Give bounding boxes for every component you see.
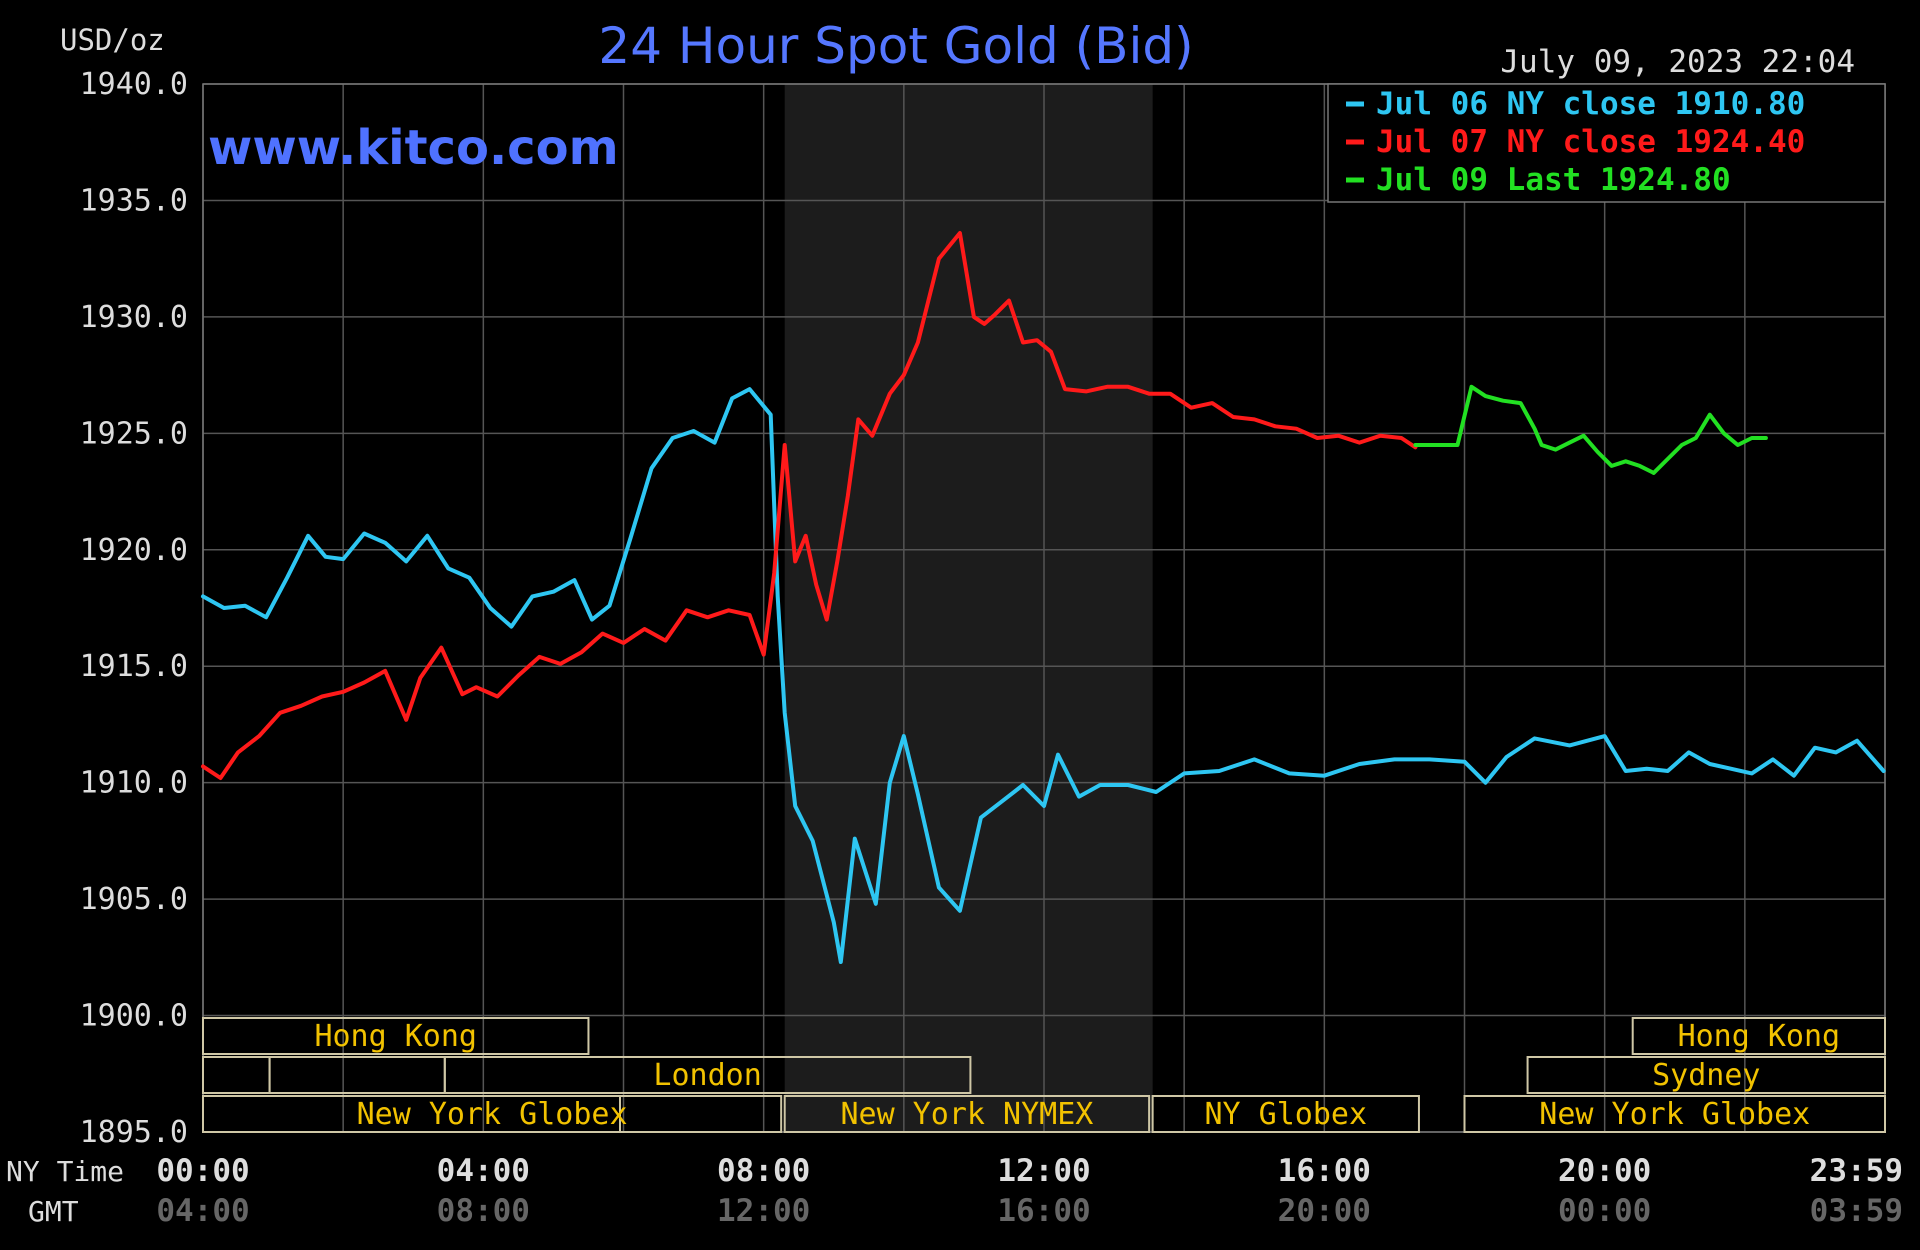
chart-timestamp: July 09, 2023 22:04 <box>1500 44 1855 80</box>
session-box <box>202 1017 590 1055</box>
series-lines <box>201 231 1886 964</box>
session-label: Hong Kong <box>314 1019 477 1054</box>
legend-entry: Jul 09 Last 1924.80 <box>1376 162 1731 198</box>
x-tick-label-ny: 20:00 <box>1558 1153 1651 1189</box>
session-label: Sydney <box>1652 1058 1760 1093</box>
x-tick-label-gmt: 00:00 <box>1558 1193 1651 1229</box>
y-tick-label: 1910.0 <box>80 766 188 801</box>
session-box <box>1631 1017 1886 1055</box>
legend-description: Last <box>1507 162 1582 198</box>
session-box <box>783 1095 1151 1133</box>
chart-title: 24 Hour Spot Gold (Bid) <box>598 17 1193 75</box>
session-box <box>1463 1095 1886 1133</box>
y-tick-label: 1940.0 <box>80 67 188 102</box>
y-axis-unit-label: USD/oz <box>60 23 165 57</box>
session-label: Hong Kong <box>1678 1019 1841 1054</box>
y-axis-ticks: 1940.0 1935.0 1930.0 1925.0 1920.0 1915.0 1910… <box>80 67 188 1150</box>
y-tick-label: 1930.0 <box>80 300 188 335</box>
series-line-jul-07 <box>201 231 1418 780</box>
series-line-jul-06 <box>201 387 1886 964</box>
y-tick-label: 1935.0 <box>80 183 188 218</box>
session-label: New York Globex <box>1539 1097 1810 1132</box>
x-axis-gmt-row-label: GMT <box>28 1195 79 1228</box>
x-tick-label-ny: 08:00 <box>717 1153 810 1189</box>
legend-entry: Jul 06 NY close 1910.80 <box>1376 86 1805 122</box>
y-tick-label: 1895.0 <box>80 1115 188 1150</box>
x-tick-label-ny: 04:00 <box>437 1153 530 1189</box>
x-tick-label-gmt: 03:59 <box>1810 1193 1903 1229</box>
y-tick-label: 1900.0 <box>80 999 188 1034</box>
session-box <box>202 1095 783 1133</box>
session-box <box>443 1056 972 1094</box>
watermark: www.kitco.com <box>208 120 619 176</box>
x-tick-label-ny: 23:59 <box>1810 1153 1903 1189</box>
x-tick-label-ny: 16:00 <box>1278 1153 1371 1189</box>
session-box <box>1526 1056 1886 1094</box>
session-box <box>1151 1095 1420 1133</box>
legend-value: 1910.80 <box>1675 86 1806 122</box>
shaded-region <box>784 84 1153 1132</box>
x-tick-label-gmt: 12:00 <box>717 1193 810 1229</box>
session-label: New York NYMEX <box>840 1097 1093 1132</box>
session-label: NY Globex <box>1205 1097 1368 1132</box>
x-tick-label-ny: 00:00 <box>156 1153 249 1189</box>
series-line-jul-09 <box>1413 384 1768 475</box>
x-axis-ticks: 00:00 04:00 04:00 08:00 08:00 12:00 12:00 16:00… <box>156 1153 1903 1229</box>
legend-value: 1924.40 <box>1675 124 1806 160</box>
legend-entry: Jul 07 NY close 1924.40 <box>1376 124 1805 160</box>
x-tick-label-gmt: 04:00 <box>156 1193 249 1229</box>
session-label: New York Globex <box>357 1097 628 1132</box>
legend-description: NY close <box>1507 124 1656 160</box>
legend-box <box>1327 83 1886 203</box>
legend-date: Jul 09 <box>1376 162 1488 198</box>
grid-lines <box>202 83 1886 1133</box>
market-sessions: Hong Kong Hong Kong London Sydney New York G… <box>202 1017 1886 1133</box>
x-tick-label-ny: 12:00 <box>997 1153 1090 1189</box>
legend-date: Jul 06 <box>1376 86 1488 122</box>
x-tick-label-gmt: 20:00 <box>1278 1193 1371 1229</box>
legend-date: Jul 07 <box>1376 124 1488 160</box>
y-tick-label: 1920.0 <box>80 533 188 568</box>
y-tick-label: 1925.0 <box>80 416 188 451</box>
x-axis-ny-row-label: NY Time <box>6 1155 124 1188</box>
y-tick-label: 1905.0 <box>80 882 188 917</box>
legend-value: 1924.80 <box>1600 162 1731 198</box>
session-label: London <box>653 1058 761 1093</box>
legend-description: NY close <box>1507 86 1656 122</box>
x-tick-label-gmt: 16:00 <box>997 1193 1090 1229</box>
y-tick-label: 1915.0 <box>80 649 188 684</box>
nymex-shade <box>784 84 1153 1132</box>
x-tick-label-gmt: 08:00 <box>437 1193 530 1229</box>
